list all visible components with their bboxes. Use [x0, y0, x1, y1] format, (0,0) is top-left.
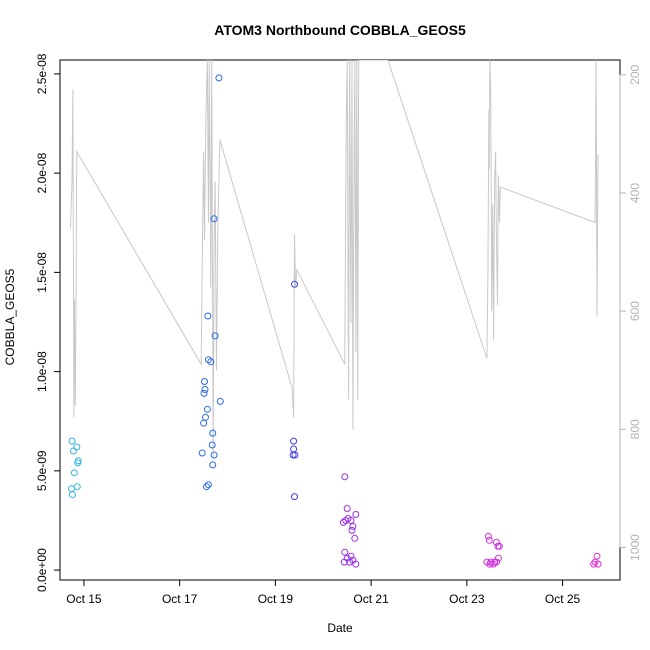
x-axis-label: Date [327, 621, 353, 635]
data-point [486, 560, 494, 568]
data-point [200, 419, 208, 427]
y-axis-label: COBBLA_GEOS5 [3, 268, 17, 365]
points-group [68, 74, 602, 568]
data-point [68, 491, 76, 499]
x-tick-label: Oct 21 [353, 592, 389, 606]
data-point [70, 469, 78, 477]
data-point [208, 441, 216, 449]
y-axis-left: 0.0e+00 5.0e-09 1.0e-08 1.5e-08 2.0e-08 2.5e-… [35, 53, 61, 592]
data-point [209, 429, 217, 437]
data-point [339, 518, 347, 526]
data-point [493, 558, 500, 566]
data-point [291, 493, 298, 501]
y2-tick-label: 200 [628, 64, 642, 84]
data-point [290, 437, 298, 445]
data-point [348, 526, 356, 534]
data-point [198, 449, 206, 457]
data-point [590, 560, 598, 568]
plot-area-frame [59, 59, 621, 581]
pressure-line-group [70, 60, 599, 459]
x-tick-label: Oct 17 [162, 592, 198, 606]
data-point [341, 473, 349, 481]
data-point [593, 552, 601, 560]
x-tick-label: Oct 19 [258, 592, 294, 606]
data-point [204, 481, 212, 489]
y-tick-label: 2.0e-08 [35, 152, 49, 193]
data-point [341, 548, 349, 556]
data-point [207, 358, 215, 366]
data-point [74, 459, 82, 467]
y2-tick-label: 800 [628, 419, 642, 439]
y-tick-label: 1.0e-08 [35, 351, 49, 392]
data-point [210, 451, 218, 459]
data-point [204, 312, 212, 320]
data-point [201, 386, 209, 393]
y-tick-label: 5.0e-09 [35, 450, 49, 491]
data-point [291, 280, 298, 288]
y2-tick-label: 400 [628, 183, 642, 203]
data-point [68, 437, 76, 445]
data-point [485, 536, 493, 544]
data-point [68, 485, 75, 493]
data-point [340, 558, 348, 566]
data-point [73, 443, 81, 451]
y-tick-label: 2.5e-08 [35, 53, 49, 94]
y-tick-label: 0.0e+00 [35, 548, 49, 592]
data-point [216, 397, 224, 405]
x-axis: Oct 15 Oct 17 Oct 19 Oct 21 Oct 23 Oct 25 [66, 579, 581, 606]
y2-tick-label: 600 [628, 301, 642, 321]
x-tick-label: Oct 23 [449, 592, 485, 606]
y-axis-right: 200 400 600 800 1000 [619, 64, 642, 561]
data-point [494, 542, 502, 550]
data-point [201, 378, 208, 385]
data-point [346, 558, 354, 566]
data-point [73, 483, 81, 491]
data-point [351, 534, 359, 542]
pressure-series-line [70, 60, 599, 459]
data-point [289, 451, 297, 459]
data-point [202, 413, 209, 421]
data-point [352, 511, 360, 518]
data-point [203, 483, 210, 491]
data-point [494, 554, 502, 562]
chart-title: ATOM3 Northbound COBBLA_GEOS5 [214, 22, 466, 38]
data-point [209, 461, 217, 469]
y2-tick-label: 1000 [628, 534, 642, 561]
data-point [215, 74, 223, 82]
data-point [343, 505, 351, 512]
data-point [352, 560, 360, 568]
data-point [290, 445, 298, 453]
data-point [594, 560, 602, 568]
data-point [211, 332, 219, 340]
data-point [203, 405, 211, 413]
data-point [210, 215, 218, 223]
y-tick-label: 1.5e-08 [35, 252, 49, 293]
data-point [291, 451, 299, 459]
x-tick-label: Oct 15 [66, 592, 102, 606]
data-point [349, 522, 357, 530]
data-point [69, 447, 77, 455]
data-point [484, 532, 492, 540]
x-tick-label: Oct 25 [545, 592, 581, 606]
data-point [200, 389, 208, 397]
